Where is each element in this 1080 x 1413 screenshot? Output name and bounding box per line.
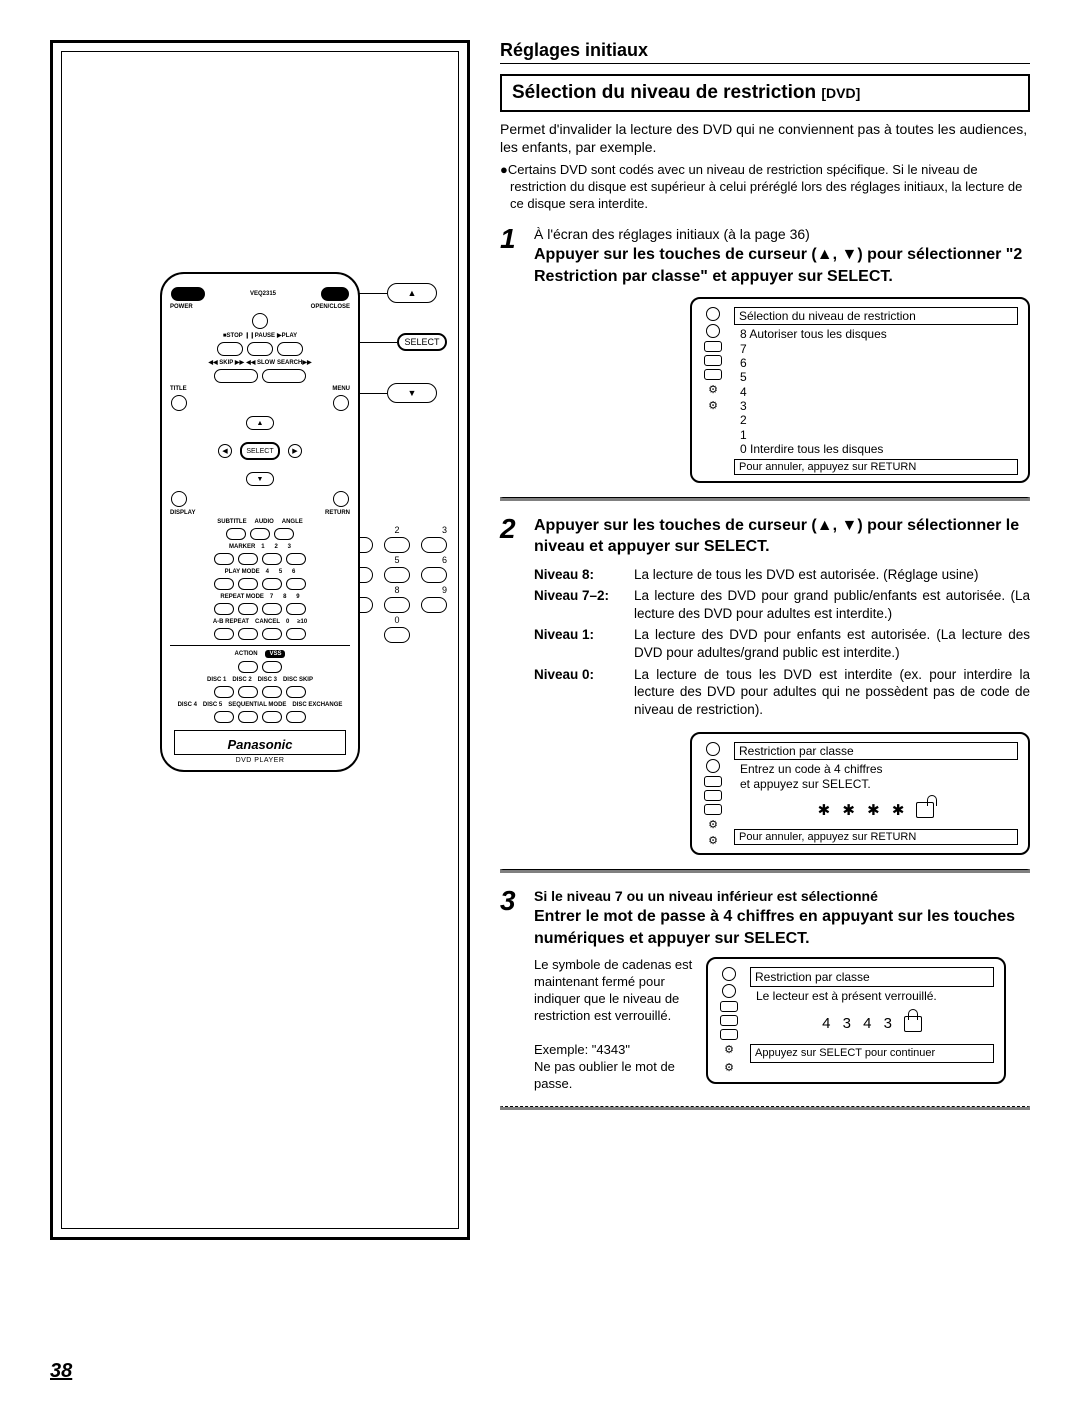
screen-2: ⚙⚙ Restriction par classe Entrez un code… <box>690 732 1030 855</box>
remote-column: ▲ SELECT ▼ 123 456 789 0 <box>50 40 470 1240</box>
step-3: 3 Si le niveau 7 ou un niveau inférieur … <box>500 887 1030 1092</box>
lock-closed-icon <box>904 1016 922 1032</box>
intro-text: Permet d'invalider la lecture des DVD qu… <box>500 120 1030 156</box>
cursor-down-callout: ▼ <box>387 383 437 403</box>
select-button: SELECT <box>240 442 280 460</box>
page-number: 38 <box>50 1360 72 1383</box>
cursor-up: ▲ <box>246 416 274 430</box>
instructions-column: Réglages initiaux Sélection du niveau de… <box>500 40 1030 1240</box>
power-button <box>171 287 205 301</box>
dpad: ▲ ▼ ◀ ▶ SELECT <box>210 416 310 486</box>
example-pin: 4 3 4 3 <box>822 1014 896 1034</box>
section-header: Réglages initiaux <box>500 40 1030 64</box>
screen-3: ⚙⚙ Restriction par classe Le lecteur est… <box>706 957 1006 1084</box>
numpad-callout: 123 456 789 0 <box>347 523 447 645</box>
screen-1: ⚙⚙ Sélection du niveau de restriction 8 … <box>690 297 1030 483</box>
section-title: Sélection du niveau de restriction [DVD] <box>500 74 1030 112</box>
remote-frame: ▲ SELECT ▼ 123 456 789 0 <box>50 40 470 1240</box>
bullet-note: ●Certains DVD sont codés avec un niveau … <box>500 162 1030 213</box>
indicator <box>252 313 268 329</box>
remote-body: VEQ2315 POWEROPEN/CLOSE ■STOP❙❙PAUSE▶PLA… <box>160 272 360 772</box>
cursor-right: ▶ <box>288 444 302 458</box>
cursor-left: ◀ <box>218 444 232 458</box>
step-1: 1 À l'écran des réglages initiaux (à la … <box>500 225 1030 287</box>
screen-menu-icons: ⚙⚙ <box>700 307 726 475</box>
device-label: DVD PLAYER <box>170 757 350 764</box>
model-label: VEQ2315 <box>250 291 276 297</box>
lock-open-icon <box>916 802 934 818</box>
cursor-up-callout: ▲ <box>387 283 437 303</box>
select-callout: SELECT <box>397 333 447 351</box>
level-table: Niveau 8:La lecture de tous les DVD est … <box>534 566 1030 718</box>
step-2: 2 Appuyer sur les touches de curseur (▲,… <box>500 515 1030 723</box>
open-close-button <box>321 287 349 301</box>
cursor-down: ▼ <box>246 472 274 486</box>
brand-label: Panasonic <box>177 737 343 752</box>
